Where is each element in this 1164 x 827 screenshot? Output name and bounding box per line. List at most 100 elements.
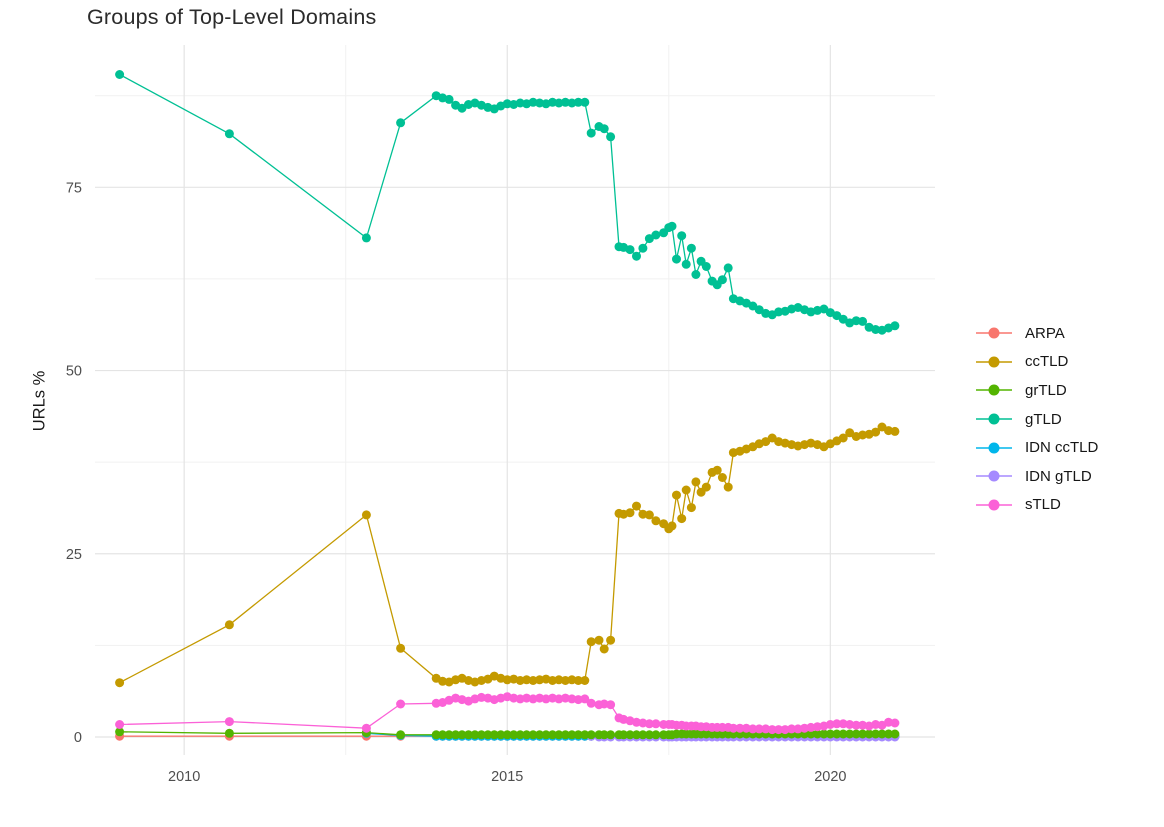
legend-item-idn-cctld: IDN ccTLD [976,433,1098,462]
data-point-cctld [396,643,406,653]
data-point-gtld [580,97,590,107]
data-point-cctld [580,676,590,685]
legend-item-gtld: gTLD [976,405,1098,434]
data-point-stld [806,722,816,732]
data-point-cctld [528,676,538,685]
data-point-cctld [667,521,677,531]
data-point-grtld [224,728,234,738]
data-point-stld [845,720,855,729]
data-point-cctld [560,676,570,685]
data-point-stld [361,723,371,733]
data-point-gtld [502,99,512,109]
data-point-cctld [573,676,583,685]
data-point-gtld [638,243,648,253]
data-point-grtld [644,730,654,740]
data-point-stld [793,724,803,734]
data-point-gtld [774,307,784,317]
data-point-grtld [451,730,461,740]
data-point-stld [644,719,654,729]
data-point-grtld [528,730,538,740]
data-point-cctld [606,635,616,645]
data-point-stld [774,725,784,735]
legend-item-arpa: ARPA [976,319,1098,348]
data-point-cctld [638,509,648,519]
data-point-gtld [858,316,868,326]
x-tick-label: 2015 [491,769,523,785]
legend-item-idn-gtld: IDN gTLD [976,462,1098,491]
data-point-gtld [651,230,661,240]
data-point-cctld [644,510,654,520]
data-point-grtld [812,729,822,739]
data-point-cctld [672,490,681,500]
data-point-grtld [535,730,545,740]
data-point-gtld [632,251,641,261]
data-point-gtld [701,262,711,271]
data-point-gtld [444,94,454,104]
y-tick-label: 75 [66,180,82,196]
data-point-grtld [438,730,448,740]
data-point-cctld [681,485,691,495]
data-point-grtld [396,730,406,740]
data-point-stld [115,720,125,729]
data-point-grtld [884,729,893,739]
data-point-gtld [723,263,733,273]
data-point-grtld [509,730,519,740]
data-point-stld [838,719,848,729]
legend-dot-icon [988,470,1000,482]
data-point-gtld [361,233,371,243]
legend-label: grTLD [1025,381,1067,399]
data-point-grtld [496,730,506,740]
data-point-grtld [548,730,557,740]
data-point-stld [825,720,835,729]
data-point-grtld [541,730,551,740]
legend-label: ARPA [1025,324,1065,342]
data-point-grtld [832,729,842,739]
data-point-gtld [691,270,701,279]
data-point-cctld [522,675,532,685]
x-tick-label: 2020 [814,769,846,785]
legend-key-icon [976,467,1012,485]
x-tick-label: 2010 [168,769,200,785]
data-point-gtld [115,70,125,79]
legend-dot-icon [988,384,1000,396]
data-point-grtld [476,730,486,740]
data-point-gtld [560,97,570,107]
data-point-stld [741,723,751,733]
data-point-cctld [858,430,868,440]
data-point-grtld [560,730,570,740]
legend-label: ccTLD [1025,353,1069,371]
legend-key-icon [976,410,1012,428]
data-point-gtld [717,275,727,285]
data-point-cctld [599,644,609,654]
legend-dot-icon [988,327,1000,339]
data-point-stld [735,723,745,733]
data-point-grtld [638,730,648,740]
data-point-gtld [677,231,687,241]
data-point-grtld [115,727,125,737]
data-point-grtld [431,730,441,740]
legend-label: gTLD [1025,410,1062,428]
data-point-cctld [632,501,641,511]
data-point-cctld [723,482,733,492]
data-point-cctld [224,620,234,630]
data-point-gtld [599,124,609,134]
data-point-grtld [586,730,596,740]
data-point-grtld [625,730,635,740]
data-point-stld [580,694,590,704]
data-point-grtld [890,729,900,739]
y-axis-title: URLs % [30,370,49,432]
data-point-cctld [838,433,848,443]
data-point-stld [787,724,797,734]
legend-dot-icon [988,413,1000,425]
data-point-grtld [845,729,855,739]
legend-dot-icon [988,499,1000,511]
data-point-grtld [464,730,473,740]
data-point-stld [224,717,234,727]
data-point-cctld [651,516,661,526]
legend-key-icon [976,439,1012,457]
data-point-grtld [573,730,583,740]
data-point-grtld [825,729,835,739]
data-point-grtld [483,730,493,740]
data-point-grtld [606,730,616,740]
data-point-cctld [890,426,900,436]
